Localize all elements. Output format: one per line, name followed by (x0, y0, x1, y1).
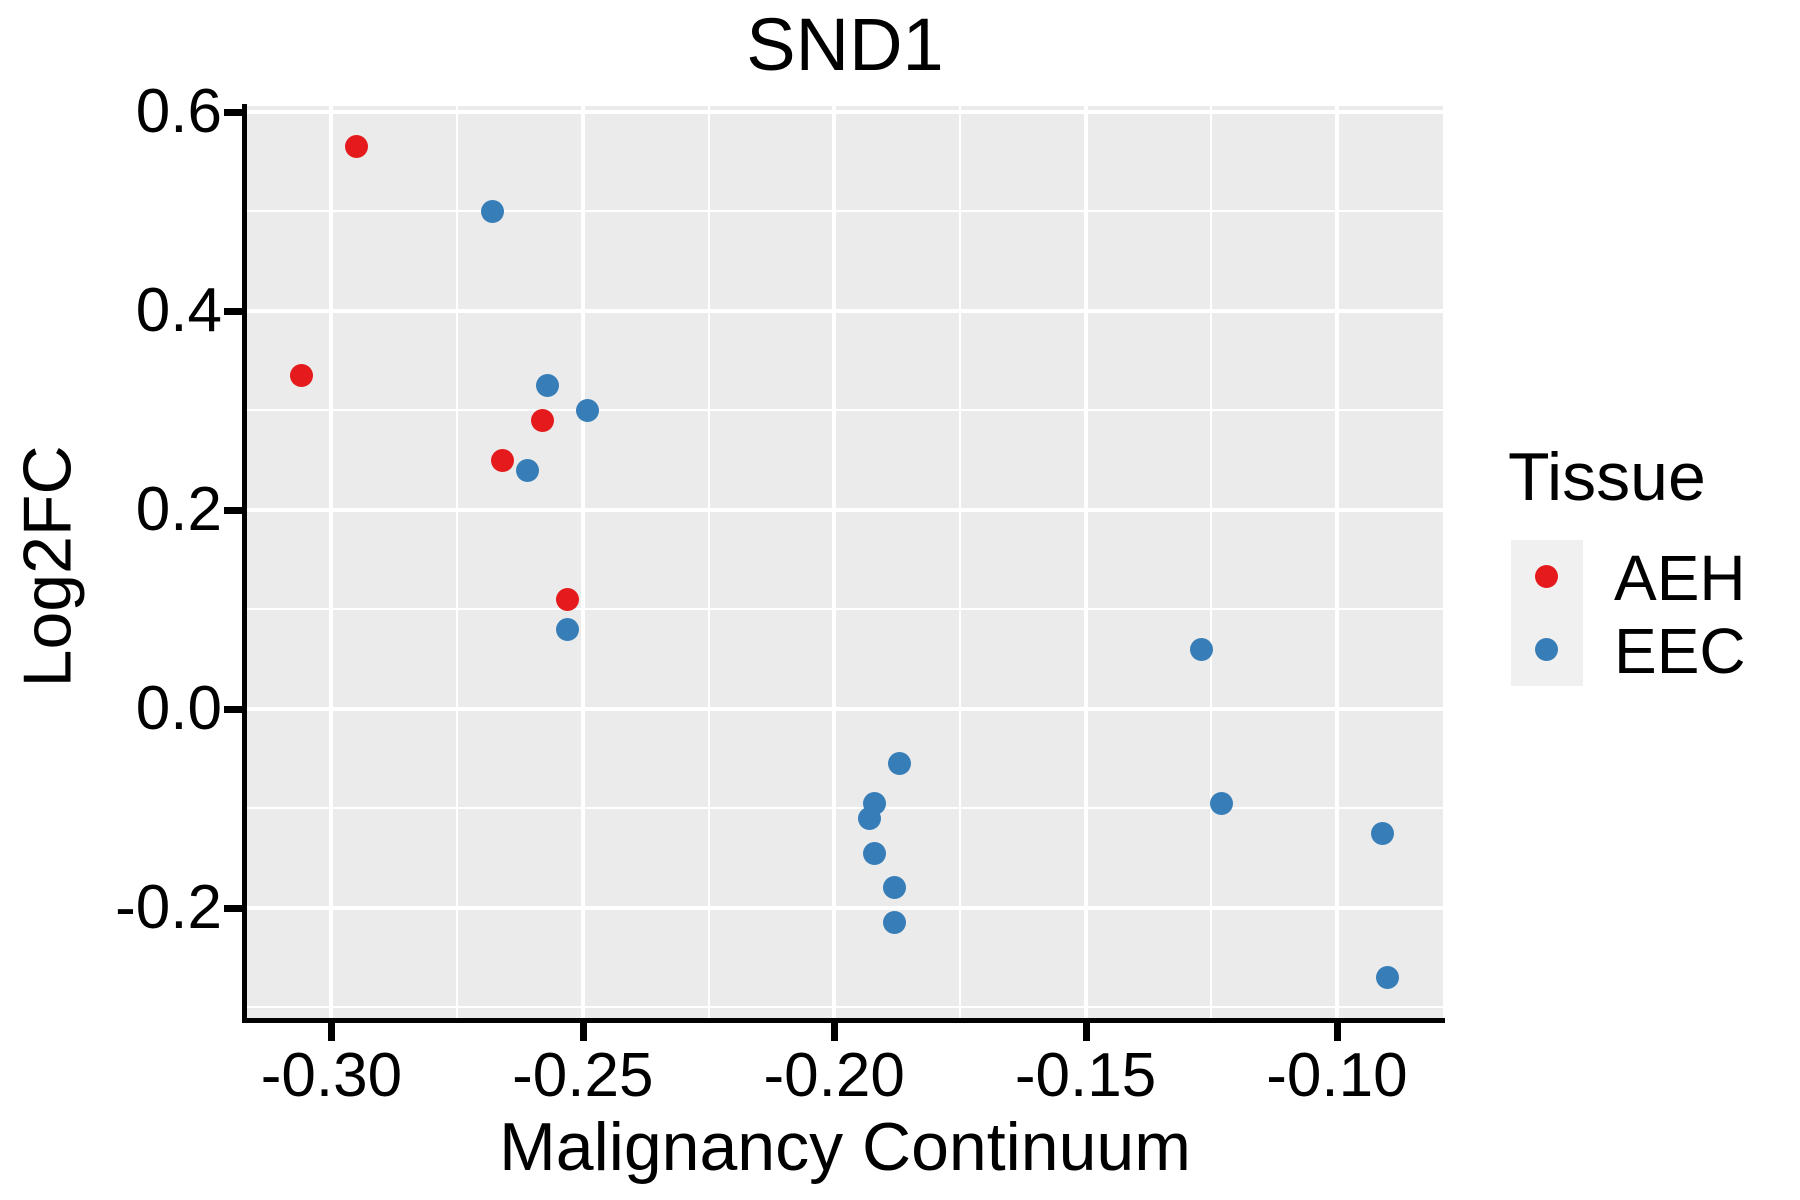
y-tick (224, 904, 242, 912)
plot-panel (247, 106, 1443, 1018)
data-point-aeh (490, 448, 514, 472)
legend-title: Tissue (1508, 439, 1706, 515)
gridline-minor-h (247, 608, 1443, 611)
gridline-major-h (247, 706, 1443, 711)
data-point-eec (862, 841, 886, 865)
y-axis-line (242, 104, 247, 1023)
gridline-minor-h (247, 807, 1443, 810)
x-axis-line (242, 1018, 1445, 1023)
x-tick-label: -0.20 (763, 1041, 905, 1110)
data-point-eec (862, 791, 886, 815)
y-tick-label: -0.2 (115, 872, 222, 942)
gridline-minor-v (1210, 106, 1213, 1018)
legend-dot-eec (1535, 637, 1558, 661)
x-tick (1333, 1023, 1341, 1041)
x-tick (831, 1023, 839, 1041)
gridline-minor-h (247, 210, 1443, 213)
x-axis-label: Malignancy Continuum (499, 1109, 1191, 1185)
x-tick-label: -0.30 (260, 1041, 403, 1110)
chart-title: SND1 (746, 3, 944, 86)
y-tick (224, 108, 242, 116)
gridline-minor-v (456, 106, 459, 1018)
y-axis-label: Log2FC (9, 445, 86, 688)
y-tick-label: 0.0 (135, 673, 222, 743)
y-tick-label: 0.4 (135, 275, 222, 345)
gridline-major-v (1334, 106, 1339, 1018)
gridline-minor-h (247, 409, 1443, 412)
data-point-eec (480, 199, 504, 223)
x-tick-label: -0.25 (512, 1041, 654, 1110)
data-point-aeh (556, 587, 580, 611)
y-tick (224, 705, 242, 713)
data-point-eec (516, 458, 540, 482)
data-point-aeh (345, 135, 369, 159)
gridline-major-h (247, 308, 1443, 313)
legend-label-eec: EEC (1614, 615, 1746, 687)
gridline-major-h (247, 905, 1443, 910)
gridline-minor-v (707, 106, 710, 1018)
gridline-major-v (580, 106, 585, 1018)
x-tick (1082, 1023, 1090, 1041)
gridline-major-h (247, 109, 1443, 114)
data-point-eec (888, 752, 912, 776)
gridline-major-v (832, 106, 837, 1018)
gridline-major-v (1083, 106, 1088, 1018)
x-tick (328, 1023, 336, 1041)
data-point-aeh (289, 364, 313, 388)
data-point-eec (883, 876, 907, 900)
y-tick (224, 307, 242, 315)
x-tick-label: -0.10 (1266, 1041, 1408, 1110)
y-tick (224, 506, 242, 514)
legend-dot-aeh (1535, 564, 1558, 588)
gridline-minor-h (247, 1006, 1443, 1009)
legend-label-aeh: AEH (1614, 542, 1746, 614)
data-point-eec (1370, 821, 1394, 845)
data-point-eec (1209, 791, 1233, 815)
data-point-aeh (531, 408, 555, 432)
x-tick (579, 1023, 587, 1041)
data-point-eec (1189, 637, 1213, 661)
legend-key-background (1511, 540, 1583, 686)
x-tick-label: -0.15 (1014, 1041, 1157, 1110)
data-point-eec (536, 374, 560, 398)
gridline-major-h (247, 507, 1443, 512)
y-tick-label: 0.6 (135, 76, 222, 146)
data-point-eec (556, 617, 580, 641)
data-point-eec (883, 911, 907, 935)
gridline-major-v (329, 106, 334, 1018)
data-point-eec (576, 398, 600, 422)
data-point-eec (1375, 966, 1399, 989)
gridline-minor-v (958, 106, 961, 1018)
y-tick-label: 0.2 (135, 474, 222, 544)
